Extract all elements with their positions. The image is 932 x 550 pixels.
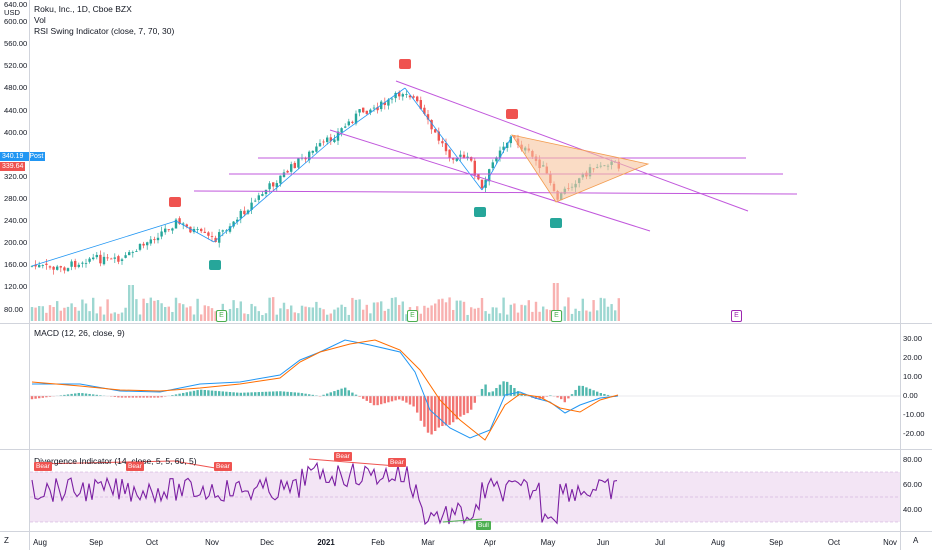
time-axis-label: Mar <box>421 538 435 547</box>
post-price: 340.19 <box>2 153 24 160</box>
currency-label: USD <box>4 8 21 17</box>
buy-signal-icon[interactable] <box>474 207 486 217</box>
earnings-marker-icon[interactable]: E <box>551 310 562 322</box>
time-axis-label: Jun <box>596 538 610 547</box>
timezone-icon[interactable]: Z <box>4 536 9 545</box>
price-axis-label: 560.00 <box>4 39 28 48</box>
time-axis-label: Oct <box>145 538 159 547</box>
auto-scale-icon[interactable]: A <box>913 536 919 545</box>
volume-bars <box>30 283 620 321</box>
time-axis-label: May <box>540 538 556 547</box>
divergence-title: Divergence Indicator (14, close, 5, 5, 6… <box>34 456 197 466</box>
sell-signal-icon[interactable] <box>506 109 518 119</box>
sell-signal-icon[interactable] <box>169 197 181 207</box>
signal-line <box>31 339 619 441</box>
price-axis-label: 320.00 <box>4 172 28 181</box>
time-axis-label: Apr <box>483 538 497 547</box>
macd-axis-label: -20.00 <box>903 429 925 438</box>
price-axis-label: 200.00 <box>4 238 28 247</box>
price-axis-label: 80.00 <box>4 305 24 314</box>
pane-separator-price-macd[interactable] <box>0 323 932 324</box>
bear-label: Bear <box>126 462 144 471</box>
earnings-marker-icon[interactable]: E <box>407 310 418 322</box>
macd-axis-label: 0.00 <box>903 391 918 400</box>
macd-line <box>32 339 619 439</box>
time-axis-label: Feb <box>371 538 385 547</box>
future-earnings-icon[interactable]: E <box>731 310 742 322</box>
price-axis-label: 240.00 <box>4 216 28 225</box>
price-axis-label: 480.00 <box>4 83 28 92</box>
divergence-axis-label: 60.00 <box>903 480 923 489</box>
price-axis-label: 280.00 <box>4 194 28 203</box>
time-axis-label: Sep <box>769 538 783 547</box>
post-price-tag: 340.19 Post <box>0 152 46 161</box>
time-axis-label: Nov <box>883 538 897 547</box>
time-axis-label: Nov <box>205 538 219 547</box>
bear-label: Bear <box>214 462 232 471</box>
last-price: 339.64 <box>2 163 24 170</box>
time-axis-label: Sep <box>89 538 103 547</box>
time-axis-label: Aug <box>33 538 47 547</box>
top-axis-value: 640.00 <box>4 0 28 9</box>
macd-axis-label: -10.00 <box>903 410 925 419</box>
price-axis-label: 440.00 <box>4 106 28 115</box>
price-axis-label: 520.00 <box>4 61 28 70</box>
buy-signal-icon[interactable] <box>209 260 221 270</box>
time-axis-label: Dec <box>260 538 274 547</box>
chart-title: Roku, Inc., 1D, Cboe BZX <box>34 4 132 14</box>
rsi-line <box>31 461 618 526</box>
bear-label: Bear <box>34 462 52 471</box>
time-axis-label: Oct <box>827 538 841 547</box>
macd-axis-label: 10.00 <box>903 372 923 381</box>
right-axis-border <box>900 0 901 550</box>
candles <box>30 90 620 275</box>
divergence-axis-label: 80.00 <box>903 455 923 464</box>
price-axis-label: 160.00 <box>4 260 28 269</box>
price-axis-label: 120.00 <box>4 282 28 291</box>
bear-label: Bear <box>388 458 406 467</box>
price-axis-label: 400.00 <box>4 128 28 137</box>
volume-label: Vol <box>34 15 46 25</box>
last-price-tag: 339.64 <box>0 162 26 171</box>
time-axis-label: Aug <box>711 538 725 547</box>
bear-label: Bear <box>334 452 352 461</box>
post-label: Post <box>29 153 44 160</box>
indicator-label: RSI Swing Indicator (close, 7, 70, 30) <box>34 26 175 36</box>
time-axis-label: Jul <box>655 538 665 547</box>
macd-axis-label: 20.00 <box>903 353 923 362</box>
time-axis-label: 2021 <box>317 538 335 547</box>
macd-axis-label: 30.00 <box>903 334 923 343</box>
price-axis-label: 600.00 <box>4 17 28 26</box>
macd-title: MACD (12, 26, close, 9) <box>34 328 125 338</box>
buy-signal-icon[interactable] <box>550 218 562 228</box>
earnings-marker-icon[interactable]: E <box>216 310 227 322</box>
divergence-axis-label: 40.00 <box>903 505 923 514</box>
trend-drawings[interactable] <box>31 80 798 267</box>
bull-label: Bull <box>476 521 491 530</box>
macd-histogram <box>30 381 617 435</box>
left-axis-border <box>29 0 30 550</box>
time-axis-separator <box>0 531 932 532</box>
sell-signal-icon[interactable] <box>399 59 411 69</box>
pane-separator-macd-div[interactable] <box>0 449 932 450</box>
